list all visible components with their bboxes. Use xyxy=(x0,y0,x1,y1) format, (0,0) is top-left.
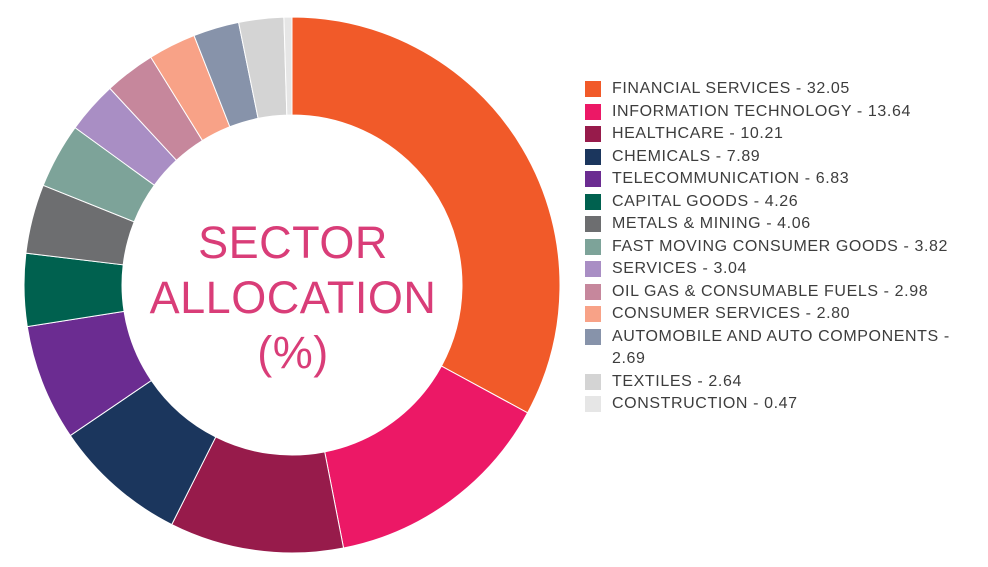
legend-item: HEALTHCARE - 10.21 xyxy=(585,123,985,146)
legend-item: TEXTILES - 2.64 xyxy=(585,371,985,394)
chart-legend: FINANCIAL SERVICES - 32.05 INFORMATION TE… xyxy=(585,78,985,416)
legend-label: INFORMATION TECHNOLOGY - 13.64 xyxy=(612,102,911,120)
legend-swatch xyxy=(585,171,601,187)
legend-swatch xyxy=(585,261,601,277)
legend-label: FAST MOVING CONSUMER GOODS - 3.82 xyxy=(612,237,949,255)
legend-label: HEALTHCARE - 10.21 xyxy=(612,125,784,142)
legend-item: CONSUMER SERVICES - 2.80 xyxy=(585,303,985,326)
legend-swatch xyxy=(585,328,601,345)
legend-swatch xyxy=(585,373,601,390)
legend-item: TELECOMMUNICATION - 6.83 xyxy=(585,168,985,191)
legend-swatch xyxy=(585,396,601,412)
chart-title-line-1: SECTOR xyxy=(198,217,388,268)
legend-item: FAST MOVING CONSUMER GOODS - 3.82 xyxy=(585,236,985,259)
legend-item: CONSTRUCTION - 0.47 xyxy=(585,393,985,416)
legend-item: CHEMICALS - 7.89 xyxy=(585,146,985,169)
legend-label: TEXTILES - 2.64 xyxy=(612,372,742,390)
legend-swatch xyxy=(585,283,601,300)
legend-item: METALS & MINING - 4.06 xyxy=(585,213,985,236)
legend-label: AUTOMOBILE AND AUTO COMPONENTS - 2.69 xyxy=(612,327,950,368)
legend-swatch xyxy=(585,216,601,232)
legend-item: SERVICES - 3.04 xyxy=(585,258,985,281)
legend-label: CAPITAL GOODS - 4.26 xyxy=(612,192,799,210)
donut-slice xyxy=(291,16,561,414)
legend-label: CONSUMER SERVICES - 2.80 xyxy=(612,305,851,322)
legend-swatch xyxy=(585,81,601,97)
legend-label: OIL GAS & CONSUMABLE FUELS - 2.98 xyxy=(612,282,929,300)
legend-swatch xyxy=(585,238,601,255)
legend-item: AUTOMOBILE AND AUTO COMPONENTS - 2.69 xyxy=(585,326,985,371)
legend-label: CONSTRUCTION - 0.47 xyxy=(612,395,798,412)
donut-slices xyxy=(23,16,561,554)
chart-title-line-2: ALLOCATION xyxy=(149,272,437,323)
legend-label: METALS & MINING - 4.06 xyxy=(612,215,811,232)
legend-swatch xyxy=(585,148,601,165)
chart-title-line-3: (%) xyxy=(257,327,329,378)
legend-swatch xyxy=(585,306,601,322)
legend-item: OIL GAS & CONSUMABLE FUELS - 2.98 xyxy=(585,281,985,304)
legend-swatch xyxy=(585,103,601,120)
legend-label: TELECOMMUNICATION - 6.83 xyxy=(612,170,850,187)
legend-item: INFORMATION TECHNOLOGY - 13.64 xyxy=(585,101,985,124)
legend-label: CHEMICALS - 7.89 xyxy=(612,147,761,165)
chart-title: SECTOR ALLOCATION (%) xyxy=(148,215,438,380)
donut-slice xyxy=(283,16,293,116)
legend-item: CAPITAL GOODS - 4.26 xyxy=(585,191,985,214)
legend-item: FINANCIAL SERVICES - 32.05 xyxy=(585,78,985,101)
legend-swatch xyxy=(585,126,601,142)
legend-label: FINANCIAL SERVICES - 32.05 xyxy=(612,80,850,97)
legend-swatch xyxy=(585,193,601,210)
legend-label: SERVICES - 3.04 xyxy=(612,260,747,277)
